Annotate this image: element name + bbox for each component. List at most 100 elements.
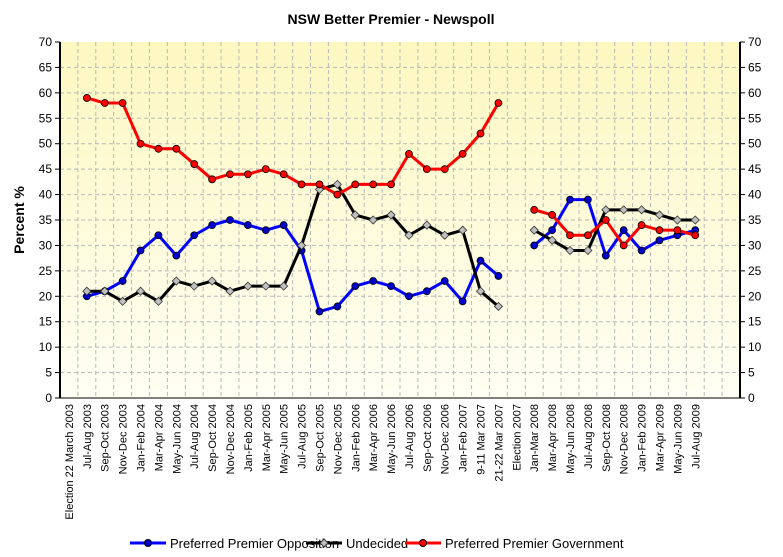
data-point: [637, 246, 646, 255]
data-point: [601, 205, 611, 215]
data-point: [566, 231, 574, 240]
data-point: [422, 220, 432, 230]
data-point: [118, 296, 128, 306]
data-point: [279, 170, 288, 179]
y-tick-label-right: 30: [748, 238, 762, 252]
y-tick-label-right: 50: [748, 137, 762, 151]
data-point: [422, 165, 431, 174]
y-tick-label: 20: [39, 289, 53, 303]
y-tick-label-right: 20: [748, 289, 762, 303]
x-tick-label: May-Jun 2006: [386, 404, 398, 474]
y-tick-label: 40: [39, 188, 53, 202]
data-point: [279, 221, 288, 229]
data-point: [458, 225, 468, 235]
x-tick-label: Jan-Feb 2004: [136, 404, 148, 472]
y-tick-label: 60: [39, 86, 53, 100]
data-point: [440, 165, 449, 174]
data-point: [243, 281, 253, 291]
x-tick-label: Sep-Oct 2006: [422, 404, 434, 472]
data-point: [333, 190, 342, 199]
data-point: [476, 256, 485, 265]
data-point: [261, 165, 270, 174]
data-point: [494, 99, 503, 107]
x-tick-label: Nov-Dec 2008: [619, 404, 631, 474]
data-point: [118, 99, 127, 107]
data-point: [136, 246, 145, 255]
y-tick-label: 45: [39, 162, 53, 176]
y-tick-label-right: 35: [748, 213, 762, 227]
y-axis-label: Percent %: [11, 186, 27, 254]
x-tick-label: Election 22 March 2003: [64, 404, 76, 520]
data-point: [135, 286, 146, 296]
x-tick-label: Jul-Aug 2003: [82, 404, 94, 469]
data-point: [118, 277, 127, 285]
data-point: [565, 245, 575, 256]
legend-marker: [319, 538, 329, 548]
data-point: [386, 210, 396, 220]
data-point: [601, 251, 610, 260]
legend-marker: [419, 539, 427, 547]
y-tick-label: 50: [39, 137, 53, 151]
data-point: [583, 231, 592, 240]
data-point: [226, 216, 234, 224]
data-point: [655, 226, 664, 235]
data-point: [315, 180, 324, 189]
y-tick-label: 5: [45, 366, 52, 380]
data-point: [297, 240, 307, 250]
data-point: [476, 129, 485, 138]
data-point: [583, 245, 593, 256]
data-point: [440, 277, 449, 285]
x-tick-label: Sep-Oct 2004: [207, 404, 219, 472]
data-point: [261, 226, 270, 235]
data-point: [475, 286, 486, 296]
data-point: [100, 286, 110, 296]
y-tick-label: 10: [39, 340, 53, 354]
x-tick-label: Mar-Apr 2004: [153, 404, 165, 471]
x-tick-label: Nov-Dec 2004: [225, 404, 237, 474]
data-point: [690, 215, 700, 225]
x-tick-label: Jan-Mar 2008: [529, 404, 541, 472]
y-tick-label: 35: [39, 213, 53, 227]
x-tick-label: Mar-Apr 2009: [654, 404, 666, 471]
x-tick-label: Jan-Feb 2009: [637, 404, 649, 472]
y-tick-label-right: 45: [748, 162, 762, 176]
data-point: [548, 211, 557, 219]
y-tick-label: 0: [45, 391, 52, 405]
x-tick-label: Jul-Aug 2008: [583, 404, 595, 469]
x-tick-label: Jul-Aug 2004: [189, 404, 201, 469]
data-point: [387, 282, 395, 291]
data-point: [172, 251, 181, 260]
data-point: [691, 231, 700, 240]
data-point: [82, 286, 92, 296]
legend-label: Preferred Premier Government: [445, 536, 624, 551]
series-line-0: [533, 198, 696, 258]
chart-title: NSW Better Premier - Newspoll: [288, 11, 495, 27]
data-point: [332, 179, 342, 189]
data-point: [154, 144, 163, 153]
y-tick-label-right: 10: [748, 340, 762, 354]
y-tick-label-right: 55: [748, 111, 762, 125]
data-point: [422, 287, 431, 296]
data-point: [279, 281, 289, 291]
data-point: [619, 226, 628, 235]
x-tick-label: Nov-Dec 2006: [440, 404, 452, 474]
x-tick-label: 9-11 Mar 2007: [476, 404, 488, 475]
y-tick-label-right: 15: [748, 315, 762, 329]
x-tick-label: Jul-Aug 2005: [297, 404, 309, 469]
data-point: [404, 230, 414, 240]
data-point: [387, 180, 395, 189]
data-point: [153, 296, 163, 306]
y-tick-label: 30: [39, 238, 53, 252]
data-point: [351, 180, 360, 189]
data-point: [405, 292, 413, 301]
legend-label: Preferred Premier Opposition: [170, 536, 339, 551]
x-tick-label: Mar-Apr 2006: [368, 404, 380, 471]
data-point: [171, 276, 181, 286]
x-tick-label: May-Jun 2004: [171, 404, 183, 474]
data-point: [494, 272, 503, 280]
data-point: [369, 277, 378, 285]
data-point: [82, 94, 91, 102]
data-point: [405, 149, 413, 158]
